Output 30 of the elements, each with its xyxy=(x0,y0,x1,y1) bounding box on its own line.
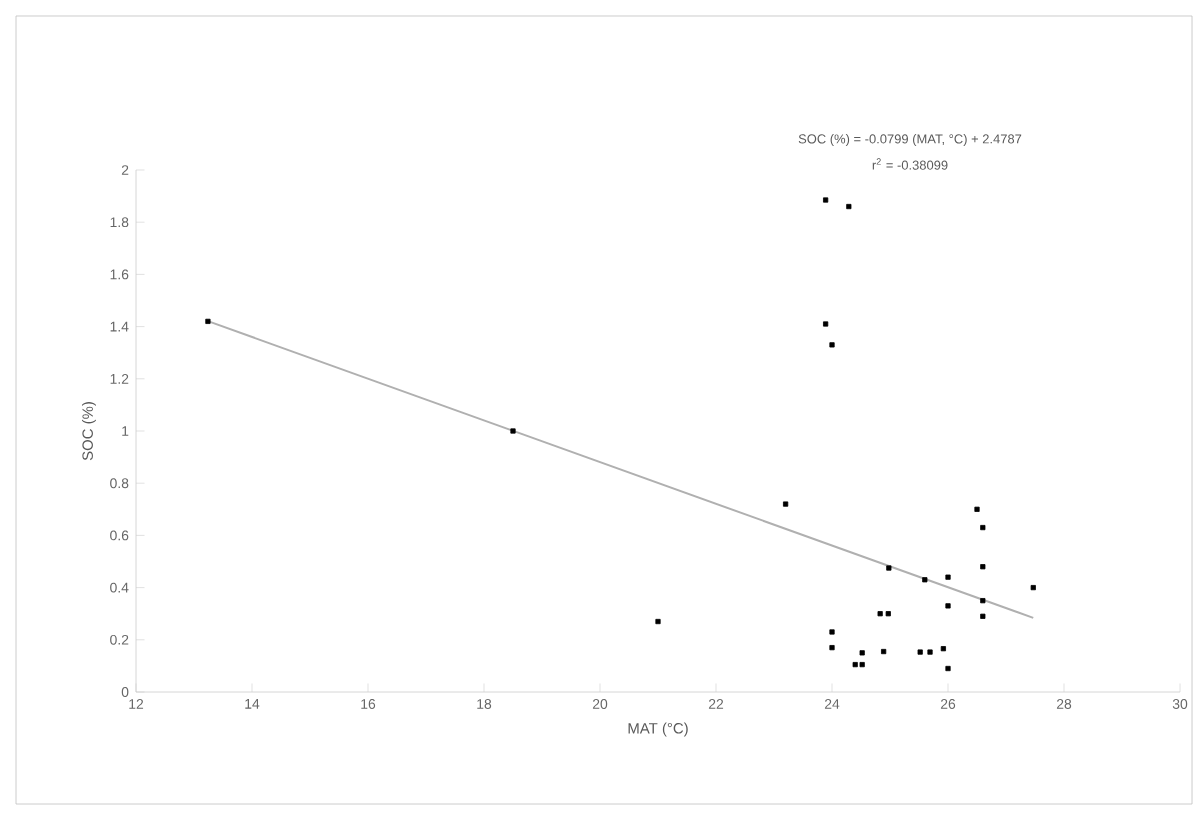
point xyxy=(885,611,891,617)
point xyxy=(980,524,986,531)
point xyxy=(940,646,946,652)
point xyxy=(823,197,829,203)
point xyxy=(852,662,858,668)
point xyxy=(1030,585,1036,591)
point xyxy=(205,318,211,324)
point xyxy=(980,598,986,604)
point xyxy=(945,665,951,672)
point xyxy=(927,649,933,655)
point xyxy=(881,648,887,655)
point xyxy=(859,662,865,668)
point xyxy=(859,650,865,656)
point xyxy=(945,574,951,580)
point xyxy=(922,577,928,583)
point xyxy=(980,564,986,570)
point xyxy=(917,649,923,655)
point xyxy=(945,603,951,609)
point xyxy=(974,506,980,512)
point xyxy=(510,428,516,434)
point xyxy=(783,501,789,507)
point xyxy=(829,645,835,651)
point xyxy=(655,618,661,625)
point xyxy=(846,203,852,210)
point xyxy=(823,321,829,327)
point xyxy=(829,629,835,635)
point xyxy=(980,613,986,619)
point xyxy=(877,611,883,617)
point xyxy=(829,342,835,348)
point xyxy=(886,565,892,571)
